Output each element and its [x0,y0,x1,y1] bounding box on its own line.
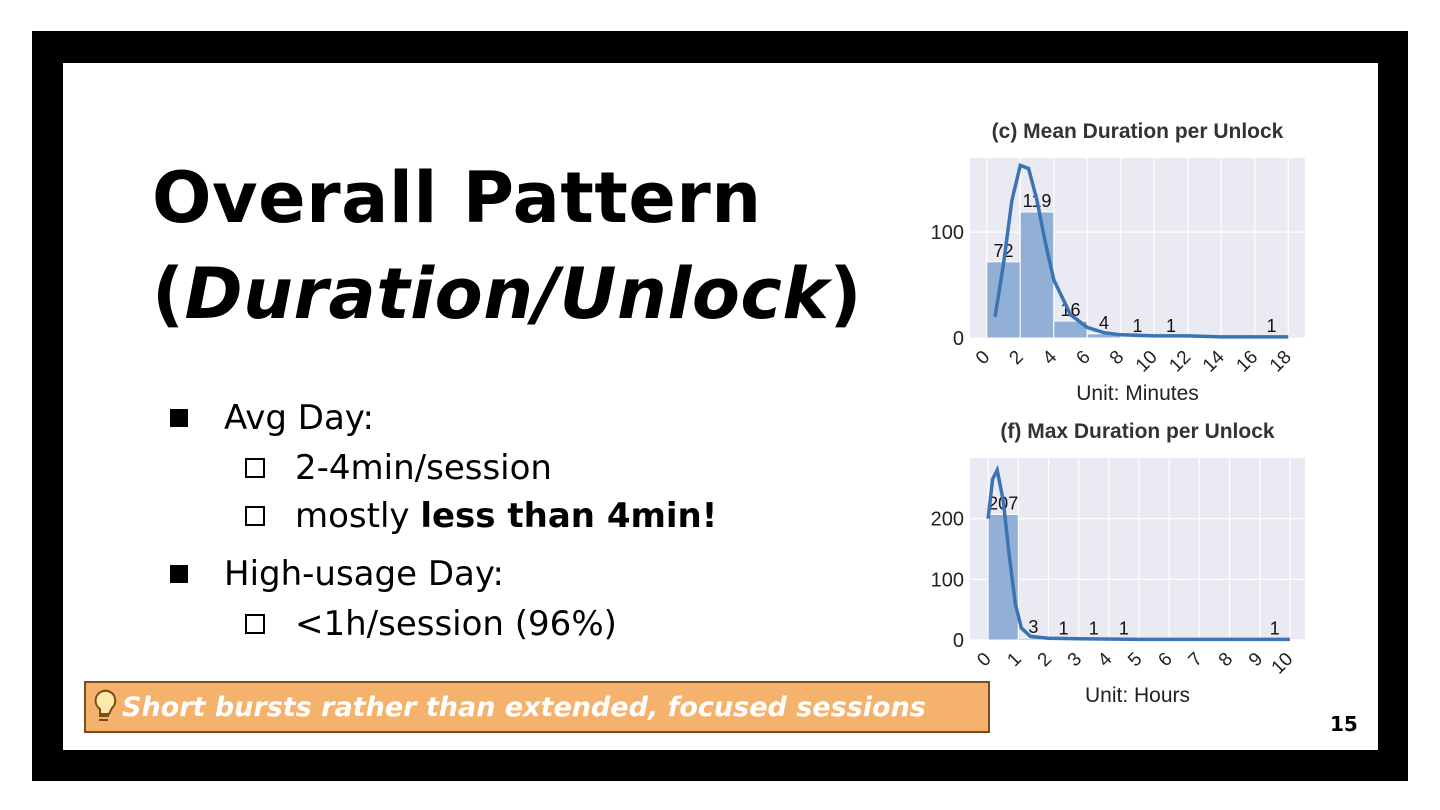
page-number: 15 [1330,712,1358,736]
x-tick-label: 2 [1034,649,1056,671]
sub-bullet: 2-4min/session [170,444,717,492]
title-paren: ) [829,253,862,335]
x-tick-label: 12 [1165,347,1195,377]
callout-text: Short bursts rather than extended, focus… [122,691,926,723]
x-tick-label: 1 [1003,649,1025,671]
callout: Short bursts rather than extended, focus… [84,681,990,733]
title-paren: ( [152,253,185,335]
x-tick-label: 18 [1266,347,1296,377]
x-tick-label: 10 [1268,649,1298,679]
bullet-text: <1h/session (96%) [295,604,617,644]
data-label: 3 [1028,617,1038,637]
x-tick-label: 16 [1232,347,1262,377]
x-tick-label: 0 [972,347,994,369]
x-axis-label: Unit: Hours [1085,684,1190,707]
x-tick-label: 6 [1154,649,1176,671]
x-tick-label: 3 [1064,649,1086,671]
bullet: Avg Day: [170,392,717,444]
sub-bullet: <1h/session (96%) [170,600,717,648]
y-tick-label: 0 [953,630,964,652]
x-tick-label: 5 [1124,649,1146,671]
title-italic: Duration/Unlock [184,253,830,335]
lightbulb-icon [94,689,117,721]
data-label: 1 [1059,618,1069,638]
bullet-text: High-usage Day: [224,554,504,594]
bullet-text: Avg Day: [224,398,374,438]
x-tick-label: 6 [1072,347,1094,369]
y-tick-label: 200 [931,509,964,531]
x-tick-label: 4 [1039,346,1062,369]
bar [1019,211,1055,339]
plot-background [970,458,1305,640]
data-label: 1 [1089,618,1099,638]
x-tick-label: 2 [1005,347,1027,369]
y-tick-label: 100 [931,569,964,591]
chart-title: (c) Mean Duration per Unlock [992,120,1284,143]
bar [987,513,1019,641]
x-tick-label: 10 [1132,347,1162,377]
chart-title: (f) Max Duration per Unlock [1000,420,1275,443]
data-label: 1 [1119,618,1129,638]
x-tick-label: 8 [1106,347,1128,369]
data-label: 4 [1099,313,1109,333]
x-tick-label: 14 [1199,346,1229,376]
data-label: 1 [1270,618,1280,638]
data-label: 1 [1166,316,1176,336]
y-tick-label: 100 [931,222,964,244]
title-line: Overall Pattern [152,157,762,239]
kde-line [986,464,1290,642]
slide-title: Overall Pattern (Duration/Unlock) [152,150,862,342]
data-label: 1 [1266,316,1276,336]
bullet-text: 2-4min/session [295,448,552,488]
sub-bullet: mostly less than 4min! [170,492,717,540]
x-tick-label: 4 [1094,648,1117,671]
y-tick-label: 0 [953,328,964,350]
x-axis-label: Unit: Minutes [1076,382,1199,405]
bullet: High-usage Day: [170,548,717,600]
bullet-bold: less than 4min! [420,496,718,536]
bullet-list: Avg Day: 2-4min/session mostly less than… [170,392,717,648]
x-tick-label: 7 [1185,649,1207,671]
x-tick-label: 0 [973,649,995,671]
kde-line [993,163,1289,339]
x-tick-label: 8 [1215,649,1237,671]
bullet-text: mostly [295,496,421,536]
data-label: 1 [1132,316,1142,336]
bar [1053,320,1088,339]
x-tick-label: 9 [1245,649,1267,671]
